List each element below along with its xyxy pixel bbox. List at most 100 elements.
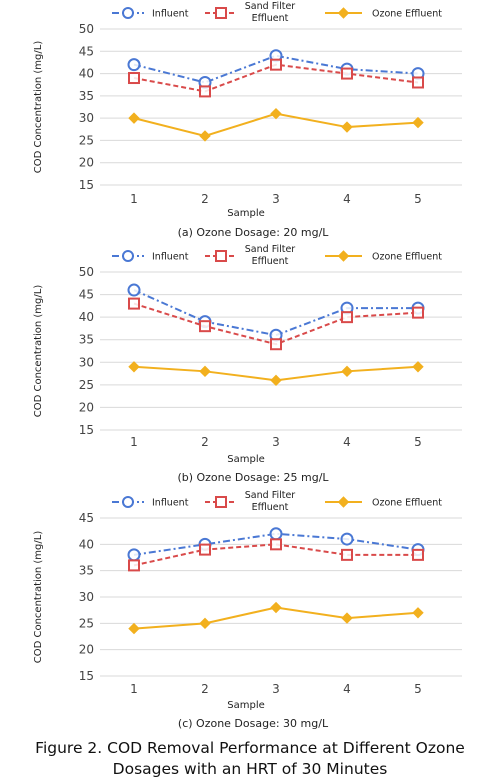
data-point-ozone — [341, 121, 353, 133]
data-point-influent — [127, 548, 141, 562]
x-tick-label: 2 — [201, 682, 209, 696]
legend-sand-marker — [215, 496, 227, 508]
legend-influent-marker — [122, 496, 134, 508]
data-point-sand — [341, 67, 353, 80]
data-point-influent — [127, 58, 141, 72]
y-tick-label: 15 — [79, 423, 94, 437]
y-tick-label: 45 — [79, 44, 94, 58]
data-point-sand — [270, 58, 282, 71]
data-point-ozone — [199, 365, 211, 378]
y-tick-label: 30 — [79, 111, 94, 125]
series-line-influent — [133, 532, 419, 556]
y-tick-label: 35 — [79, 89, 94, 103]
y-axis-title: COD Concentration (mg/L) — [33, 285, 44, 418]
x-tick-label: 1 — [130, 435, 138, 449]
y-tick-label: 15 — [79, 669, 94, 683]
legend-sand-label-2: Effluent — [252, 13, 289, 24]
y-tick-label: 40 — [79, 537, 94, 551]
data-point-sand — [270, 338, 282, 351]
data-point-sand — [341, 311, 353, 324]
figure-caption-line-1: Figure 2. COD Removal Performance at Dif… — [35, 739, 465, 757]
legend-ozone-marker — [337, 7, 350, 19]
y-tick-label: 40 — [79, 67, 94, 81]
y-axis-title: COD Concentration (mg/L) — [33, 41, 44, 174]
legend-ozone-label: Ozone Effluent — [372, 252, 442, 263]
y-tick-label: 30 — [79, 355, 94, 369]
data-point-ozone — [270, 601, 282, 614]
y-tick-label: 25 — [79, 378, 94, 392]
y-tick-label: 25 — [79, 133, 94, 147]
data-point-sand — [412, 306, 424, 319]
data-point-ozone — [270, 107, 282, 120]
data-point-ozone — [341, 612, 353, 624]
data-point-sand — [128, 72, 140, 85]
data-point-ozone — [128, 361, 140, 373]
panel-caption: (c) Ozone Dosage: 30 mg/L — [178, 717, 329, 730]
x-tick-label: 5 — [414, 192, 422, 206]
legend-influent-label: Influent — [152, 498, 189, 509]
x-axis-title: Sample — [227, 700, 265, 711]
x-axis-title: Sample — [227, 208, 265, 219]
data-point-sand — [199, 320, 211, 333]
data-point-ozone — [128, 112, 140, 124]
legend-sand-marker — [215, 250, 227, 262]
data-point-sand — [128, 559, 140, 572]
x-tick-label: 1 — [130, 192, 138, 206]
data-point-sand — [412, 76, 424, 89]
data-point-ozone — [412, 361, 424, 373]
panel-caption: (b) Ozone Dosage: 25 mg/L — [177, 471, 329, 484]
y-tick-label: 20 — [79, 400, 94, 414]
y-tick-label: 15 — [79, 178, 94, 192]
x-tick-label: 3 — [272, 682, 280, 696]
y-tick-label: 30 — [79, 590, 94, 604]
figure-caption: Figure 2. COD Removal Performance at Dif… — [0, 738, 500, 780]
legend-ozone-marker — [337, 250, 350, 262]
data-point-ozone — [270, 374, 282, 387]
panel-caption: (a) Ozone Dosage: 20 mg/L — [178, 226, 330, 239]
data-point-sand — [341, 548, 353, 561]
x-tick-label: 3 — [272, 192, 280, 206]
legend-influent-label: Influent — [152, 9, 189, 20]
x-tick-label: 3 — [272, 435, 280, 449]
x-tick-label: 2 — [201, 435, 209, 449]
legend-sand-label-1: Sand Filter — [245, 490, 296, 501]
x-tick-label: 1 — [130, 682, 138, 696]
data-point-ozone — [199, 617, 211, 630]
legend-ozone-label: Ozone Effluent — [372, 9, 442, 20]
y-tick-label: 25 — [79, 616, 94, 630]
y-tick-label: 20 — [79, 643, 94, 657]
data-point-sand — [412, 548, 424, 561]
data-point-sand — [270, 538, 282, 551]
legend-influent-marker — [122, 7, 134, 19]
figure-caption-line-2: Dosages with an HRT of 30 Minutes — [112, 760, 388, 778]
data-point-ozone — [412, 607, 424, 619]
legend-sand-label-2: Effluent — [252, 256, 289, 267]
x-tick-label: 5 — [414, 435, 422, 449]
legend-ozone-label: Ozone Effluent — [372, 498, 442, 509]
legend-influent-label: Influent — [152, 252, 189, 263]
x-tick-label: 4 — [343, 682, 351, 696]
data-point-influent — [127, 283, 141, 297]
x-tick-label: 2 — [201, 192, 209, 206]
data-point-ozone — [199, 130, 211, 142]
data-point-sand — [199, 85, 211, 98]
series-line-influent — [133, 289, 418, 337]
x-tick-label: 5 — [414, 682, 422, 696]
y-tick-label: 20 — [79, 156, 94, 170]
x-axis-title: Sample — [227, 454, 265, 465]
legend-sand-label-2: Effluent — [252, 502, 289, 513]
y-tick-label: 50 — [79, 265, 94, 279]
data-point-influent — [340, 532, 354, 546]
y-tick-label: 40 — [79, 310, 94, 324]
y-tick-label: 50 — [79, 22, 94, 36]
y-axis-title: COD Concentration (mg/L) — [33, 531, 44, 664]
series-line-sand — [133, 543, 418, 567]
data-point-sand — [128, 297, 140, 310]
